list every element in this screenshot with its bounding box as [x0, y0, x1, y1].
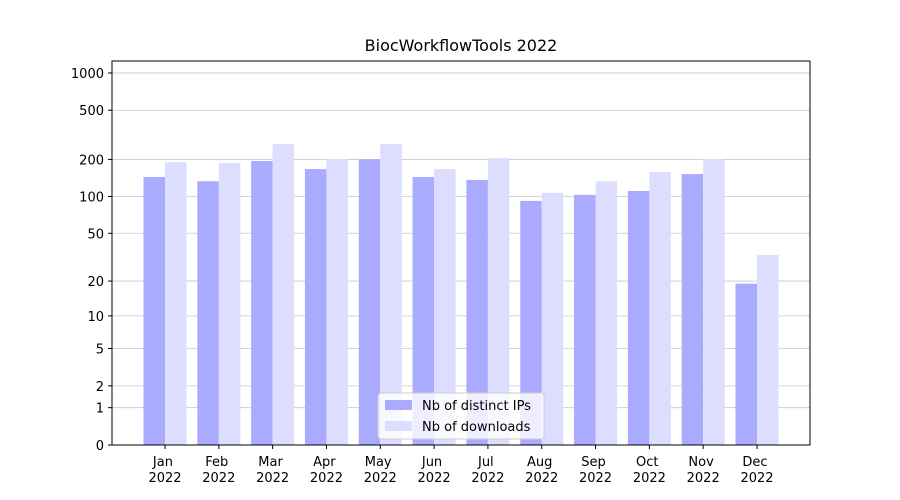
y-tick-label: 100 [79, 190, 104, 205]
x-tick-label: Sep 2022 [579, 455, 612, 486]
bar [520, 200, 542, 445]
bar [681, 174, 704, 445]
bar [574, 194, 596, 445]
y-tick-label: 50 [87, 227, 104, 242]
bar [197, 181, 219, 445]
bar [487, 158, 510, 445]
bar [703, 159, 725, 445]
x-tick-label: Jun 2022 [418, 455, 451, 486]
bar [304, 169, 327, 446]
x-tick-label: Jan 2022 [148, 455, 181, 486]
bar [412, 177, 435, 445]
y-tick-label: 1 [96, 402, 104, 417]
legend-label: Nb of distinct IPs [422, 399, 531, 414]
bar [595, 181, 618, 445]
bar [466, 180, 488, 445]
y-tick-label: 1000 [71, 67, 104, 82]
legend-swatch [385, 421, 412, 431]
bar [358, 159, 381, 446]
x-tick-label: Oct 2022 [633, 455, 666, 486]
x-tick-label: Feb 2022 [202, 455, 235, 486]
plot-frame [111, 60, 811, 446]
x-tick-label: Apr 2022 [310, 455, 343, 486]
y-tick-label: 20 [87, 275, 104, 290]
bar [649, 172, 671, 445]
bar [434, 169, 456, 446]
x-tick-label: May 2022 [364, 455, 397, 486]
y-tick-label: 2 [96, 380, 104, 395]
x-tick-label: Mar 2022 [256, 455, 289, 486]
y-tick-label: 0 [96, 439, 104, 454]
y-tick-label: 500 [79, 104, 104, 119]
bar [627, 190, 650, 445]
chart-title: BiocWorkflowTools 2022 [365, 36, 558, 55]
legend-label: Nb of downloads [422, 420, 531, 435]
bar [541, 192, 564, 445]
x-tick-label: Aug 2022 [525, 455, 558, 486]
bar [143, 177, 165, 445]
legend-box [377, 392, 545, 440]
bar [272, 144, 295, 445]
bar [251, 161, 273, 445]
bar [757, 255, 779, 445]
bar [326, 159, 348, 445]
x-tick-label: Dec 2022 [740, 455, 773, 486]
y-tick-label: 200 [79, 153, 104, 168]
bar [218, 163, 241, 446]
bar [165, 162, 187, 446]
legend-swatch [385, 400, 412, 410]
y-tick-label: 5 [96, 343, 104, 358]
bar [735, 283, 757, 445]
x-tick-label: Jul 2022 [471, 455, 504, 486]
x-tick-label: Nov 2022 [687, 455, 720, 486]
bar [380, 144, 402, 445]
y-tick-label: 10 [87, 310, 104, 325]
